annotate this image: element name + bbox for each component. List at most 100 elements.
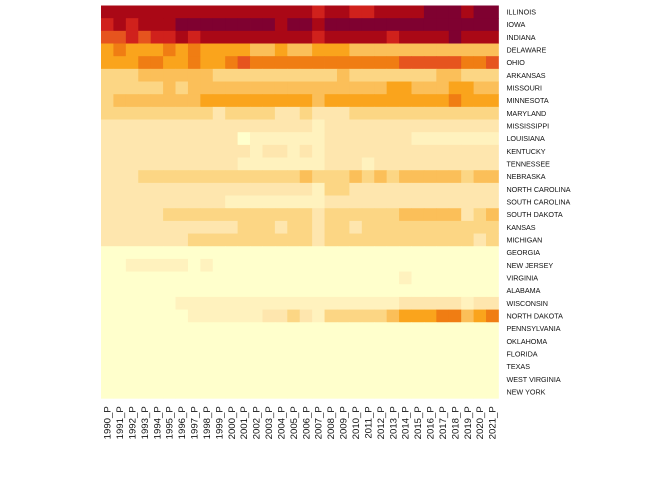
heatmap-cell [150,43,164,57]
heatmap-cell [324,284,338,298]
heatmap-cell [399,195,412,209]
column-label: 2012_P [376,406,387,439]
heatmap-cell [486,81,499,95]
heatmap-cell [175,271,189,285]
heatmap-cell [138,385,152,399]
heatmap-cell [436,68,450,82]
heatmap-cell [138,170,152,184]
heatmap-cell [212,68,226,82]
heatmap-cell [237,132,251,146]
heatmap-cell [336,43,350,57]
heatmap-cell [399,170,412,184]
heatmap-cell [312,284,325,298]
heatmap-cell [101,157,114,171]
heatmap-cell [436,296,450,310]
heatmap-cell [461,372,474,386]
heatmap-cell [423,296,437,310]
heatmap-cell [175,195,189,209]
heatmap-cell [312,385,325,399]
row-label: WISCONSIN [506,299,548,308]
heatmap-cell [324,246,338,260]
heatmap-cell [274,43,288,57]
heatmap-cell [374,284,388,298]
column-label: 2014_P [401,406,412,439]
heatmap-cell [150,208,164,222]
heatmap-cell [399,94,412,108]
heatmap-cell [349,94,363,108]
heatmap-cell [200,309,214,323]
heatmap-cell [212,5,226,19]
heatmap-cell [287,322,301,336]
heatmap-cell [262,385,276,399]
heatmap-cell [250,284,263,298]
heatmap-cell [274,5,288,19]
heatmap-cell [237,30,251,44]
heatmap-cell [423,334,437,348]
row-label: OHIO [506,58,525,67]
heatmap-cell [361,132,375,146]
heatmap-cell [461,132,474,146]
heatmap-cell [423,43,437,57]
heatmap-cell [336,220,350,234]
heatmap-cell [411,195,425,209]
heatmap-cell [374,195,388,209]
row-label: SOUTH CAROLINA [506,197,570,206]
heatmap-cell [299,258,313,272]
heatmap-cell [212,119,226,133]
heatmap-cell [150,30,164,44]
heatmap-cell [200,81,214,95]
heatmap-cell [274,233,288,247]
heatmap-cell [436,18,450,32]
heatmap-cell [274,68,288,82]
heatmap-cell [324,170,338,184]
row-label: WEST VIRGINIA [506,375,560,384]
heatmap-cell [473,132,487,146]
heatmap-cell [336,170,350,184]
heatmap-cell [386,322,400,336]
heatmap-cell [113,271,127,285]
heatmap-cell [399,43,412,57]
heatmap-cell [423,372,437,386]
row-label: NORTH DAKOTA [506,312,563,321]
heatmap-cell [448,334,462,348]
heatmap-cell [399,132,412,146]
heatmap-cell [374,385,388,399]
heatmap-cell [312,195,325,209]
heatmap-cell [163,68,176,82]
heatmap-cell [163,56,176,70]
heatmap-cell [374,322,388,336]
heatmap-cell [473,170,487,184]
column-label: 2008_P [326,406,337,439]
heatmap-cell [473,284,487,298]
heatmap-cell [274,56,288,70]
heatmap-cell [461,309,474,323]
heatmap-cell [287,170,301,184]
heatmap-cell [399,144,412,158]
heatmap-cell [212,81,226,95]
heatmap-cell [448,284,462,298]
heatmap-cell [324,30,338,44]
heatmap-cell [324,182,338,196]
heatmap-cell [287,106,301,120]
heatmap-cell [287,56,301,70]
heatmap-cell [138,182,152,196]
heatmap-cell [448,144,462,158]
heatmap-cell [200,30,214,44]
heatmap-cell [200,360,214,374]
heatmap-cell [200,18,214,32]
heatmap-cell [163,309,176,323]
heatmap-cell [250,182,263,196]
heatmap-cell [386,43,400,57]
heatmap-cell [125,195,139,209]
heatmap-cell [287,296,301,310]
heatmap-cell [113,195,127,209]
heatmap-cell [125,334,139,348]
heatmap-cell [336,208,350,222]
heatmap-cell [473,18,487,32]
row-label: GEORGIA [506,248,540,257]
heatmap-cell [399,347,412,361]
heatmap-cell [225,170,239,184]
heatmap-cell [411,385,425,399]
heatmap-cell [138,94,152,108]
heatmap-cell [101,182,114,196]
